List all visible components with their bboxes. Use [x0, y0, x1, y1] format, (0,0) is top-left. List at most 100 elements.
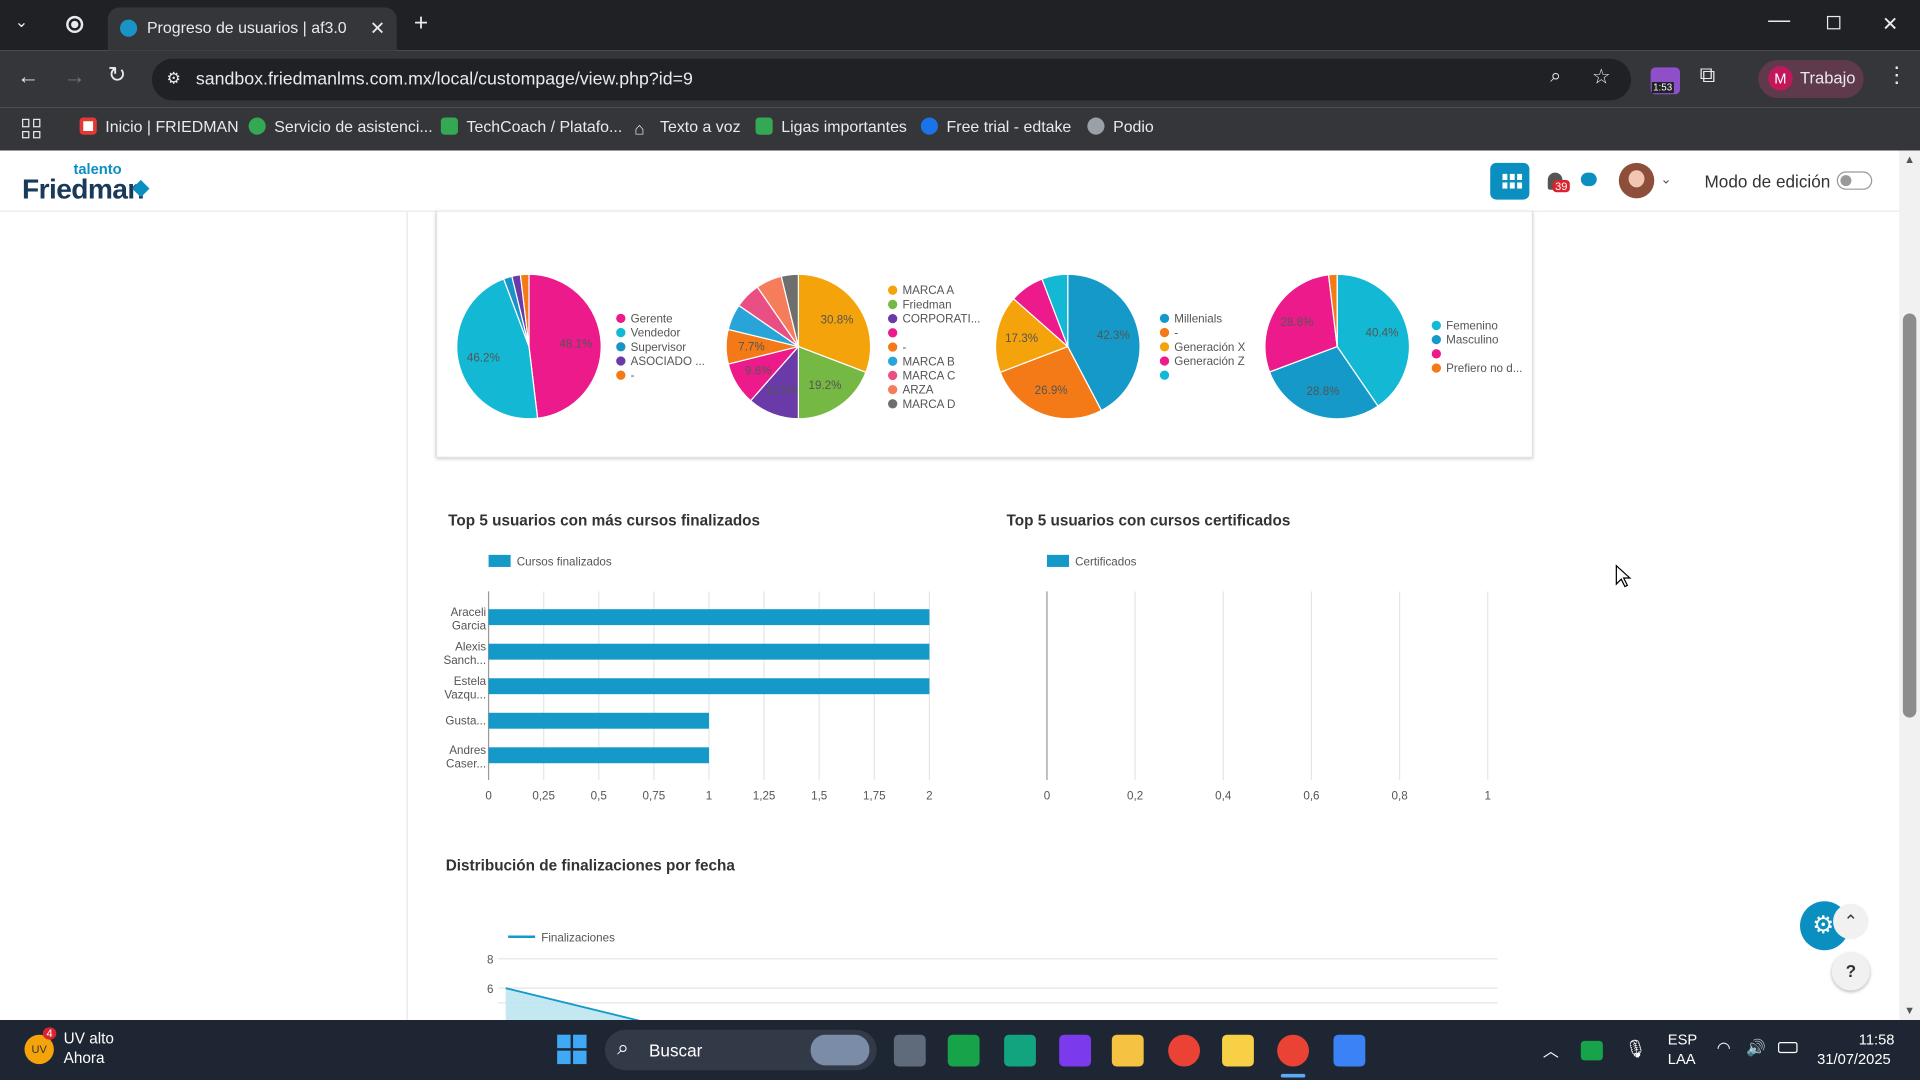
- legend-swatch: [488, 554, 511, 567]
- pie-slice: [519, 273, 530, 347]
- apps-menu-icon[interactable]: [1490, 162, 1530, 200]
- bookmark-item[interactable]: Podio: [1087, 117, 1154, 136]
- settings-fab-icon[interactable]: ⚙: [1800, 901, 1849, 951]
- legend-label: -: [1174, 327, 1178, 340]
- tray-app-icon[interactable]: [1580, 1040, 1603, 1061]
- legend-swatch: [1159, 327, 1170, 338]
- minimize-icon[interactable]: —: [1768, 7, 1791, 32]
- legend-label: MARCA B: [902, 355, 955, 368]
- legend-label: ARZA: [902, 384, 933, 397]
- pie-slice: [994, 297, 1069, 374]
- edit-mode-toggle[interactable]: [1836, 171, 1873, 190]
- bookmark-item[interactable]: Inicio | FRIEDMAN: [79, 117, 239, 136]
- language-code[interactable]: ESP: [1667, 1031, 1698, 1049]
- extensions-puzzle-icon[interactable]: ⧉: [1699, 62, 1716, 87]
- weather-title[interactable]: UV alto: [63, 1029, 114, 1047]
- legend-swatch: [616, 327, 626, 338]
- pie-slice: [780, 273, 799, 347]
- logo[interactable]: Friedman: [22, 172, 144, 205]
- address-bar[interactable]: ⚙ sandbox.friedmanlms.com.mx/local/custo…: [151, 58, 1632, 101]
- legend-swatch: [1431, 349, 1441, 359]
- scrollbar-thumb[interactable]: [1902, 313, 1917, 718]
- tab-active[interactable]: Progreso de usuarios | af3.0 ✕: [107, 7, 397, 51]
- scroll-top-icon[interactable]: ⌃: [1833, 903, 1869, 940]
- url-text[interactable]: sandbox.friedmanlms.com.mx/local/customp…: [195, 69, 693, 90]
- app-icon[interactable]: [947, 1034, 980, 1067]
- microphone-icon[interactable]: 🎙: [1624, 1038, 1647, 1058]
- help-button[interactable]: ?: [1831, 952, 1870, 991]
- legend-label: -: [902, 341, 906, 354]
- close-window-icon[interactable]: ✕: [1882, 14, 1899, 36]
- bookmark-item[interactable]: Servicio de asistenci...: [248, 117, 433, 136]
- volume-icon[interactable]: 🔊: [1746, 1038, 1766, 1057]
- extension-timer-icon[interactable]: 1:53: [1650, 67, 1681, 95]
- messages-chat-icon[interactable]: [1580, 172, 1597, 187]
- weather-uv-icon[interactable]: UV: [24, 1034, 54, 1065]
- close-tab-icon[interactable]: ✕: [369, 18, 386, 40]
- profile-button[interactable]: M Trabajo: [1758, 60, 1864, 98]
- legend-label: Masculino: [1446, 334, 1498, 347]
- app-icon[interactable]: [1059, 1034, 1092, 1067]
- sticky-notes-icon[interactable]: [1222, 1034, 1254, 1067]
- user-menu-chevron-icon[interactable]: ⌄: [1660, 172, 1672, 188]
- tray-chevron-icon[interactable]: ︿: [1542, 1042, 1559, 1061]
- bookmark-item[interactable]: TechCoach / Platafo...: [440, 117, 622, 136]
- legend-label: Supervisor: [631, 341, 687, 354]
- apps-grid-icon[interactable]: [22, 118, 42, 139]
- user-avatar[interactable]: [1618, 162, 1655, 199]
- search-icon: ⌕: [617, 1035, 629, 1060]
- legend-swatch: [616, 342, 626, 352]
- bar: [488, 678, 930, 695]
- record-icon[interactable]: [66, 15, 84, 34]
- clock-time[interactable]: 11:58: [1858, 1031, 1895, 1049]
- file-explorer-icon[interactable]: [1111, 1034, 1144, 1067]
- pie-slice-label: 28.8%: [1281, 316, 1314, 329]
- windows-start-icon[interactable]: [557, 1034, 587, 1065]
- legend-swatch: [888, 299, 898, 310]
- menu-kebab-icon[interactable]: ⋮: [1885, 62, 1908, 87]
- page-content: talento Friedman 39 ⌄ Modo de edición ▲ ▼…: [0, 150, 1920, 1021]
- profile-name: Trabajo: [1800, 68, 1856, 87]
- tick-label: 0: [1044, 790, 1051, 803]
- bookmark-star-icon[interactable]: ☆: [1591, 64, 1611, 89]
- bookmark-item[interactable]: ⌂ Texto a voz: [634, 117, 741, 139]
- legend-swatch: [616, 313, 626, 324]
- battery-icon[interactable]: [1777, 1042, 1798, 1054]
- forward-icon[interactable]: →: [63, 63, 86, 89]
- site-favicon-icon: [120, 19, 138, 37]
- language-layout: LAA: [1667, 1050, 1696, 1068]
- bookmark-item[interactable]: Ligas importantes: [755, 117, 907, 136]
- bookmark-item[interactable]: Free trial - edtake: [920, 117, 1071, 136]
- chrome-active-icon[interactable]: [1277, 1034, 1309, 1067]
- taskbar-search[interactable]: ⌕ Buscar: [604, 1029, 877, 1071]
- restore-icon[interactable]: [1826, 15, 1841, 30]
- category-label: Estela: [454, 675, 487, 688]
- notepad-icon[interactable]: [1333, 1034, 1366, 1067]
- new-tab-icon[interactable]: +: [413, 9, 429, 37]
- task-view-icon[interactable]: [893, 1034, 926, 1067]
- legend-label: Millenials: [1174, 312, 1222, 325]
- chrome-icon[interactable]: [1168, 1034, 1201, 1067]
- profile-avatar: M: [1768, 66, 1793, 91]
- tick-label: 6: [487, 983, 493, 996]
- reload-icon[interactable]: ↻: [107, 62, 127, 87]
- tick-label: 8: [487, 954, 493, 967]
- bar: [488, 643, 930, 660]
- back-icon[interactable]: ←: [17, 63, 40, 89]
- category-label: Caser...: [446, 758, 486, 771]
- zoom-icon[interactable]: ⌕: [1550, 66, 1562, 87]
- app-icon[interactable]: [1004, 1034, 1036, 1067]
- tick-label: 1,75: [863, 790, 886, 803]
- legend-swatch: [616, 370, 626, 380]
- site-info-icon[interactable]: ⚙: [166, 68, 181, 87]
- tab-strip: ⌄ Progreso de usuarios | af3.0 ✕ + — ✕: [0, 0, 1920, 51]
- legend-label: ASOCIADO ...: [631, 355, 705, 368]
- wifi-icon[interactable]: ◠: [1716, 1038, 1731, 1057]
- extension-badge: 1:53: [1651, 82, 1674, 94]
- page-scrollbar[interactable]: ▲ ▼: [1899, 150, 1920, 1021]
- pie-slice-label: 40.4%: [1366, 326, 1399, 339]
- pie-slice: [456, 278, 539, 420]
- notifications-count: 39: [1552, 180, 1570, 193]
- tab-search-chevron-icon[interactable]: ⌄: [14, 12, 29, 31]
- tick-label: 1,5: [811, 790, 827, 803]
